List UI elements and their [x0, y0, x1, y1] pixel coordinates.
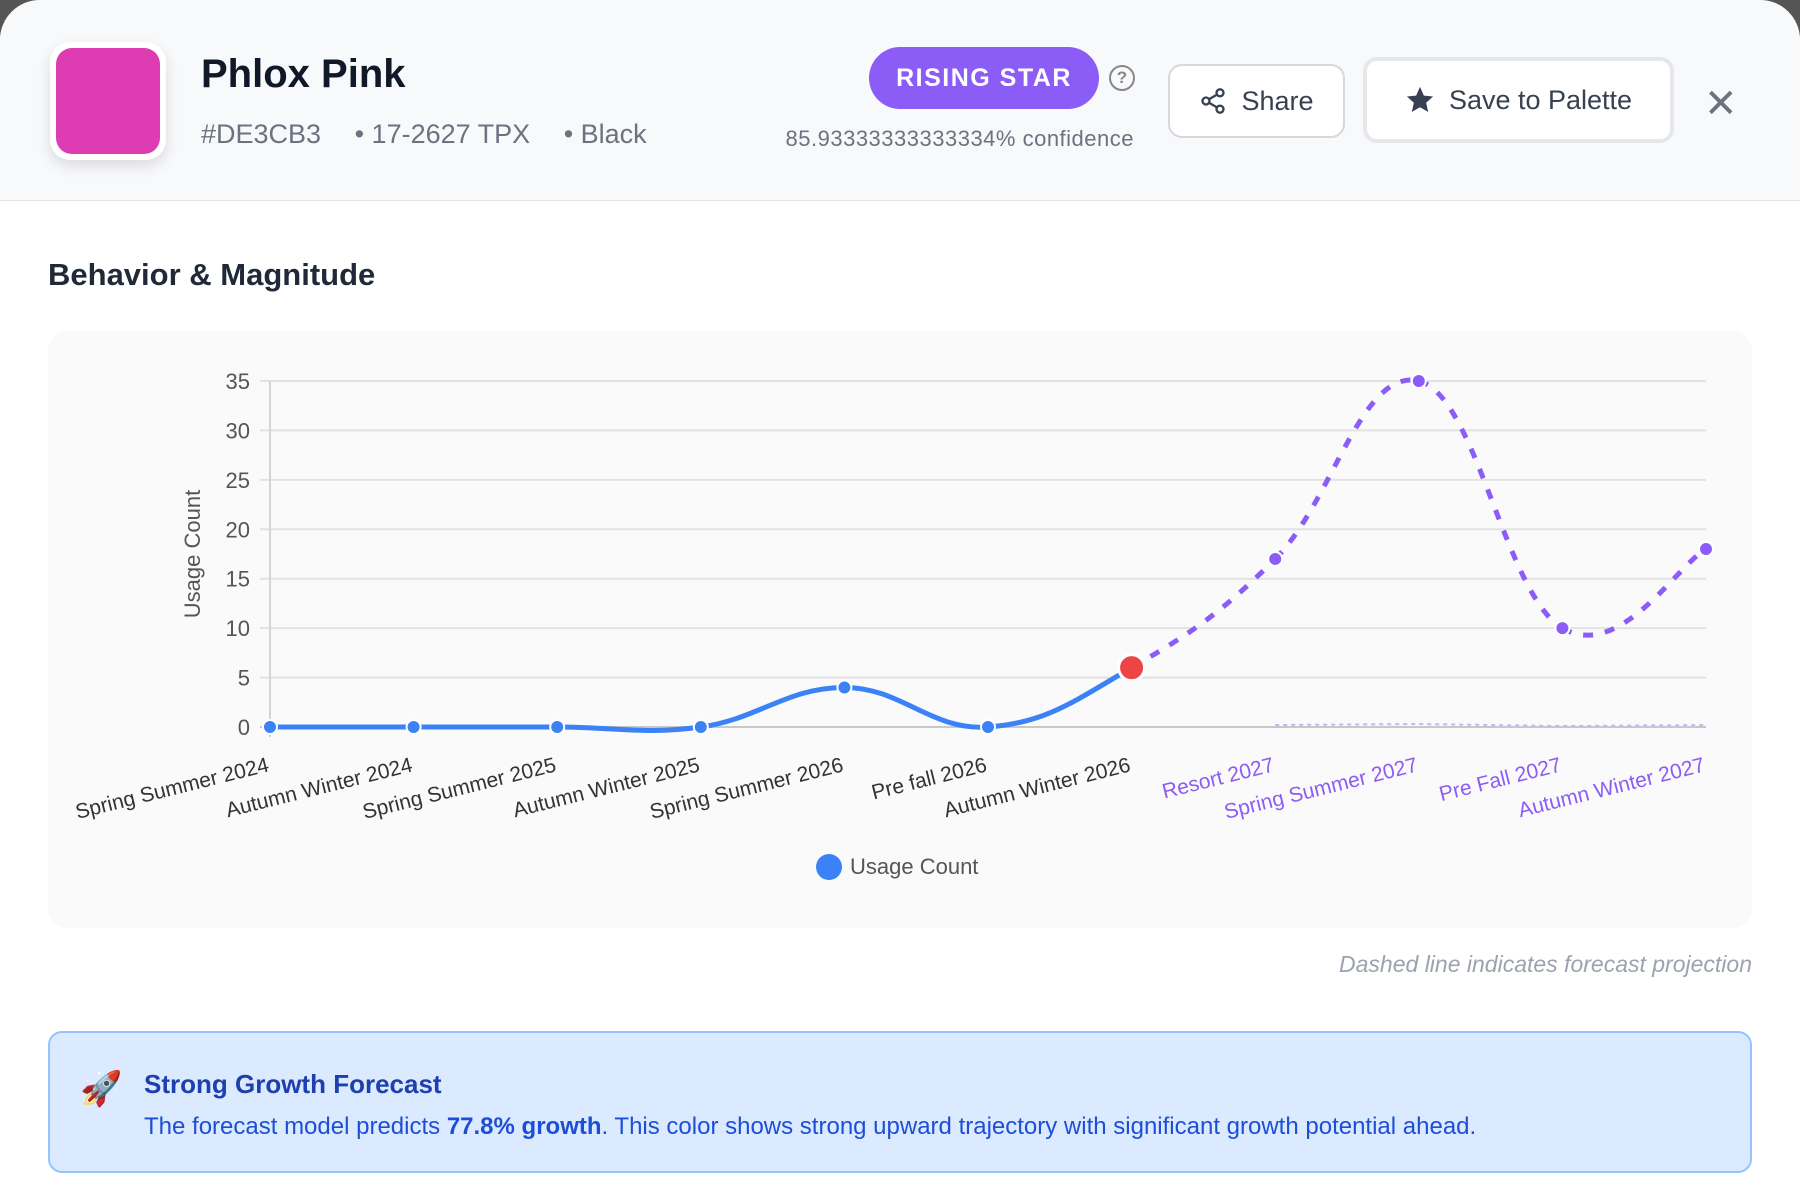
usage-point	[405, 719, 422, 735]
legend-swatch	[816, 854, 842, 880]
close-icon[interactable]: ✕	[1704, 82, 1738, 126]
save-to-palette-button[interactable]: Save to Palette	[1363, 57, 1674, 143]
hex-code: #DE3CB3	[201, 119, 322, 149]
y-tick-label: 10	[226, 616, 250, 641]
alert-body-post: . This color shows strong upward traject…	[601, 1113, 1477, 1140]
save-label: Save to Palette	[1448, 84, 1633, 115]
usage-point	[262, 719, 278, 735]
alert-body: The forecast model predicts 77.8% growth…	[144, 1113, 1476, 1141]
growth-alert: 🚀 Strong Growth Forecast The forecast mo…	[48, 1031, 1752, 1173]
share-label: Share	[1241, 85, 1314, 116]
swatch-fill	[56, 48, 160, 154]
forecast-point	[1698, 541, 1714, 558]
usage-point	[836, 679, 853, 696]
color-meta: #DE3CB3 • 17-2627 TPX • Black	[201, 119, 673, 150]
section-title: Behavior & Magnitude	[48, 257, 376, 292]
forecast-point	[1410, 373, 1427, 389]
forecast-line-segment	[1561, 546, 1708, 638]
pantone-code: • 17-2627 TPX	[354, 119, 531, 149]
usage-line-segment	[841, 684, 991, 730]
forecast-line-segment	[1130, 557, 1277, 670]
share-button[interactable]: Share	[1168, 64, 1345, 138]
chart-card: 0 5 10 15 20 25 30 35 Usage Count Spring Summer 2…	[48, 331, 1752, 928]
y-tick-label: 20	[226, 517, 250, 542]
forecast-line-segment	[1273, 377, 1420, 561]
y-tick-label: 15	[226, 567, 250, 592]
alert-body-pre: The forecast model predicts	[144, 1113, 447, 1140]
confidence-text: 85.93333333333334% confidence	[785, 126, 1134, 151]
color-swatch	[50, 42, 166, 160]
y-tick-label: 25	[226, 468, 250, 493]
forecast-point	[1267, 550, 1284, 567]
usage-line-segment	[698, 684, 847, 730]
usage-point	[692, 719, 709, 735]
rocket-icon: 🚀	[80, 1070, 123, 1108]
forecast-lower-bound-line	[1275, 723, 1707, 728]
color-name: Phlox Pink	[201, 52, 406, 96]
y-tick-label: 35	[226, 369, 250, 394]
current-point	[1117, 653, 1147, 683]
color-family: • Black	[563, 119, 647, 149]
header: Phlox Pink #DE3CB3 • 17-2627 TPX • Black…	[0, 0, 1800, 201]
share-icon	[1201, 88, 1226, 114]
legend-label: Usage Count	[850, 854, 978, 879]
usage-point	[980, 719, 996, 735]
y-axis-label: Usage Count	[180, 490, 205, 618]
alert-growth-value: 77.8% growth	[446, 1113, 602, 1140]
usage-line-segment	[554, 724, 704, 733]
forecast-point	[1554, 620, 1571, 637]
alert-title: Strong Growth Forecast	[144, 1069, 442, 1099]
star-icon	[1406, 86, 1434, 112]
y-tick-label: 0	[238, 715, 250, 740]
usage-line-segment	[985, 665, 1135, 730]
forecast-line-segment	[1418, 378, 1564, 631]
status-badge: RISING STAR	[869, 47, 1099, 109]
y-tick-label: 5	[238, 666, 250, 691]
usage-point	[549, 719, 566, 735]
forecast-footnote: Dashed line indicates forecast projectio…	[1339, 951, 1752, 977]
y-tick-label: 30	[226, 418, 250, 443]
question-circle-icon[interactable]: ?	[1109, 65, 1135, 91]
